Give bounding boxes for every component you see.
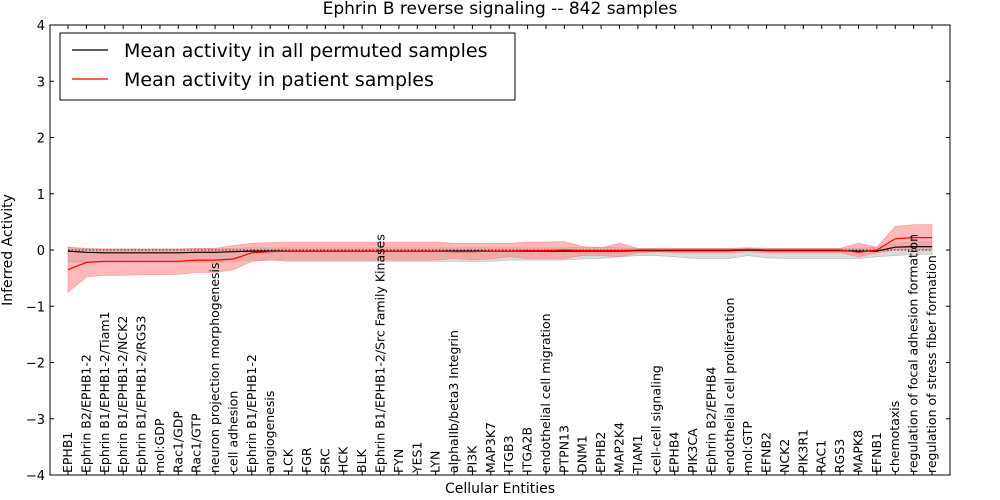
y-tick-label: 0 [37, 244, 45, 259]
category-label: ITGB3 [501, 435, 516, 473]
category-label: cell adhesion [225, 391, 240, 473]
category-label: MAPK8 [851, 430, 866, 473]
category-label: Ephrin B1/EPHB1-2 [244, 354, 259, 473]
confidence-bands [67, 224, 933, 293]
y-axis: 4 3 2 1 0 −1 −2 −3 −4 [26, 19, 950, 484]
category-label: ITGA2B [520, 427, 535, 473]
y-tick-label: 1 [37, 188, 45, 203]
y-tick-label: −4 [26, 469, 45, 484]
y-tick-label: −2 [26, 357, 45, 372]
legend-label-patient: Mean activity in patient samples [124, 69, 434, 91]
category-label: Ephrin B2/EPHB1-2 [78, 354, 93, 473]
band-patient [67, 224, 933, 293]
category-label: EPHB1 [60, 432, 75, 473]
chart-title: Ephrin B reverse signaling -- 842 sample… [323, 0, 678, 19]
y-tick-label: 4 [37, 19, 45, 34]
y-tick-label: 3 [37, 75, 45, 90]
y-tick-label: −1 [26, 300, 45, 315]
series-lines [67, 237, 932, 271]
category-label: EPHB4 [667, 432, 682, 473]
category-label: FGR [299, 447, 314, 473]
category-label: angiogenesis [262, 391, 277, 473]
category-label: EFNB2 [759, 432, 774, 473]
category-label: MAP3K7 [483, 422, 498, 473]
category-label: Ephrin B1/EPHB1-2/NCK2 [115, 316, 130, 473]
category-label: EPHB2 [593, 432, 608, 473]
category-label: LYN [428, 451, 443, 473]
category-label: EFNB1 [869, 432, 884, 473]
category-label: PIK3R1 [795, 429, 810, 473]
category-label: RAC1 [814, 440, 829, 473]
category-label: TIAM1 [630, 434, 645, 474]
category-label: Ephrin B1/EPHB1-2/Src Family Kinases [373, 234, 388, 473]
category-label: DNM1 [575, 435, 590, 473]
x-axis-title: Cellular Entities [445, 481, 555, 497]
y-tick-label: −3 [26, 413, 45, 428]
category-label: HCK [336, 446, 351, 473]
category-label: regulation of stress fiber formation [924, 255, 939, 473]
category-label: NCK2 [777, 439, 792, 473]
category-label: PI3K [464, 445, 479, 473]
category-label: Rac1/GDP [170, 411, 185, 473]
category-label: LCK [281, 448, 296, 473]
category-label: neuron projection morphogenesis [207, 262, 222, 473]
category-labels: EPHB1 Ephrin B2/EPHB1-2 Ephrin B1/EPHB1-2/… [60, 234, 939, 474]
category-label: FYN [391, 449, 406, 473]
legend-label-permuted: Mean activity in all permuted samples [124, 40, 487, 62]
category-label: endothelial cell migration [538, 313, 553, 473]
category-label: BLK [354, 448, 369, 473]
category-label: mol:GDP [152, 418, 167, 473]
category-label: Ephrin B1/EPHB1-2/RGS3 [134, 316, 149, 473]
category-label: SRC [317, 448, 332, 473]
category-label: PTPN13 [556, 425, 571, 473]
category-label: MAP2K4 [612, 422, 627, 473]
category-label: cell-cell signaling [648, 365, 663, 473]
y-axis-title: Inferred Activity [0, 194, 16, 306]
legend: Mean activity in all permuted samples Me… [59, 32, 516, 101]
category-label: chemotaxis [887, 401, 902, 473]
category-label: alphaIIb/beta3 Integrin [446, 330, 461, 473]
category-label: YES1 [409, 442, 424, 474]
category-label: Rac1/GTP [189, 413, 204, 473]
category-label: endothelial cell proliferation [722, 298, 737, 473]
category-label: regulation of focal adhesion formation [906, 234, 921, 473]
line-patient [67, 237, 932, 271]
category-label: mol:GTP [740, 421, 755, 473]
y-tick-label: 2 [37, 132, 45, 147]
x-axis [67, 25, 933, 475]
category-label: PIK3CA [685, 428, 700, 473]
legend-box [59, 32, 516, 101]
category-label: Ephrin B1/EPHB1-2/Tiam1 [97, 311, 112, 473]
category-label: RGS3 [832, 439, 847, 473]
category-label: Ephrin B2/EPHB4 [703, 367, 718, 473]
